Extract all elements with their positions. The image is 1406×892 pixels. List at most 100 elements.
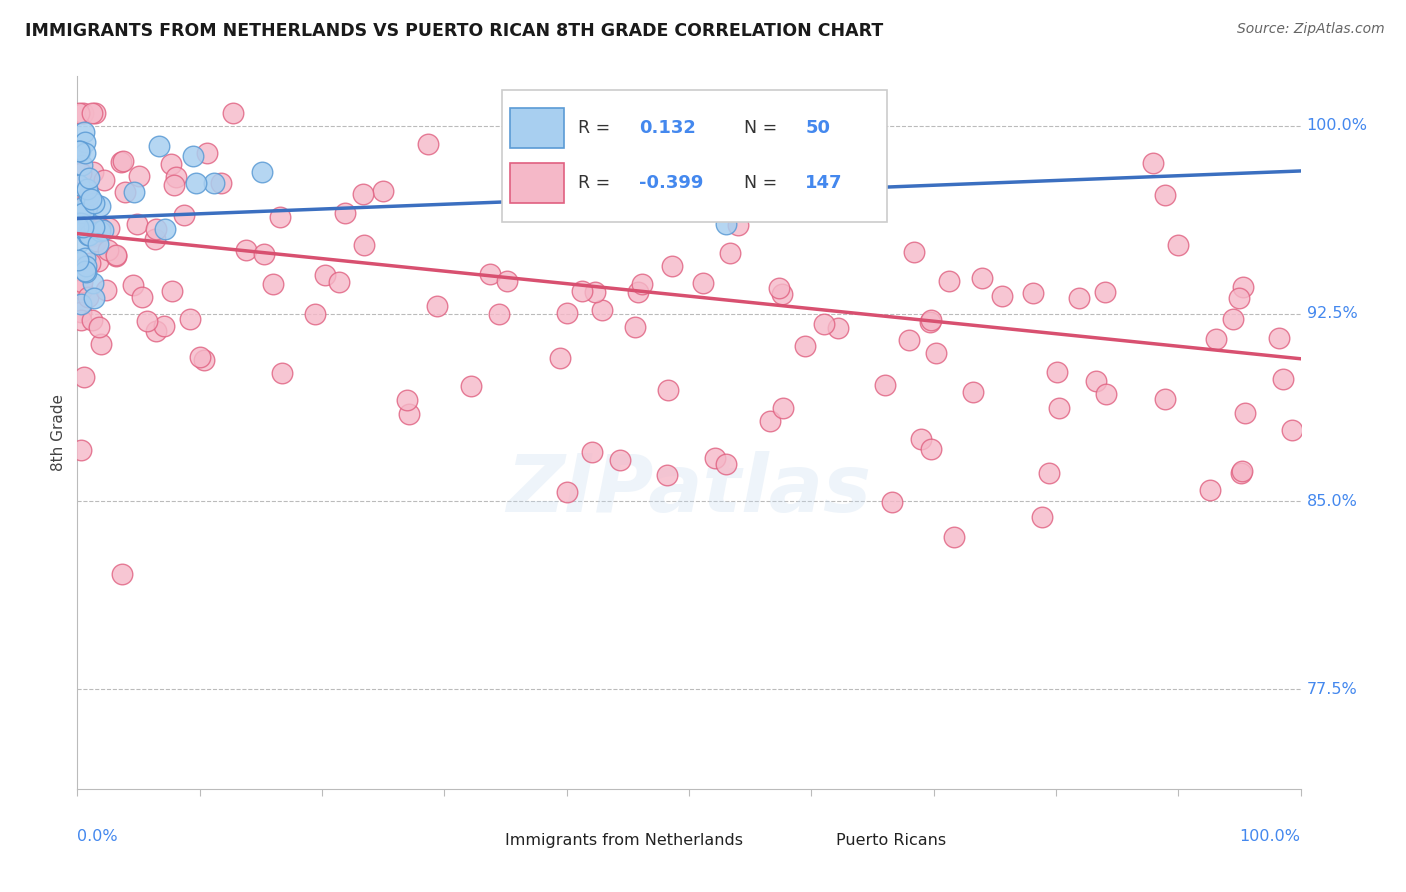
Point — [127, 218, 149, 232]
Point — [581, 445, 603, 459]
Point — [86, 227, 108, 241]
Point — [830, 196, 852, 211]
Point — [793, 339, 815, 353]
Text: 92.5%: 92.5% — [1306, 306, 1357, 321]
Point — [1154, 188, 1177, 202]
Point — [70, 216, 93, 230]
Point — [554, 106, 576, 120]
Point — [97, 243, 120, 257]
Point — [873, 378, 896, 392]
Point — [583, 285, 606, 300]
Point — [352, 187, 374, 202]
Point — [328, 275, 350, 289]
Point — [416, 136, 439, 151]
Point — [73, 369, 96, 384]
Point — [111, 154, 134, 169]
Point — [1031, 510, 1053, 524]
Point — [73, 252, 96, 266]
FancyBboxPatch shape — [502, 90, 887, 222]
Point — [75, 135, 97, 149]
Point — [920, 315, 942, 329]
Point — [235, 243, 257, 257]
Point — [560, 145, 582, 159]
Point — [173, 208, 195, 222]
Point — [73, 264, 96, 278]
Point — [89, 198, 111, 212]
Point — [193, 353, 215, 368]
Point — [555, 306, 578, 320]
Text: IMMIGRANTS FROM NETHERLANDS VS PUERTO RICAN 8TH GRADE CORRELATION CHART: IMMIGRANTS FROM NETHERLANDS VS PUERTO RI… — [25, 22, 883, 40]
Point — [609, 452, 631, 467]
Point — [716, 217, 738, 231]
Point — [591, 302, 613, 317]
Point — [163, 178, 186, 193]
Point — [70, 282, 93, 296]
Point — [87, 319, 110, 334]
Point — [80, 106, 103, 120]
Point — [962, 385, 984, 400]
Point — [1095, 387, 1118, 401]
Point — [67, 220, 90, 235]
Point — [758, 414, 780, 428]
Point — [181, 148, 204, 162]
Point — [70, 312, 93, 326]
Point — [76, 201, 98, 215]
Point — [82, 276, 104, 290]
Point — [770, 287, 793, 301]
Text: 147: 147 — [806, 174, 842, 192]
Point — [83, 291, 105, 305]
Point — [920, 313, 942, 327]
Text: 0.132: 0.132 — [638, 119, 696, 136]
Point — [202, 176, 225, 190]
Point — [165, 169, 187, 184]
Point — [70, 304, 93, 318]
Point — [77, 227, 100, 242]
Text: 0.0%: 0.0% — [77, 829, 118, 844]
Point — [89, 224, 111, 238]
Point — [160, 156, 183, 170]
Point — [69, 144, 91, 158]
Text: 50: 50 — [806, 119, 830, 136]
Point — [80, 313, 103, 327]
Point — [970, 271, 993, 285]
Point — [67, 207, 90, 221]
Point — [179, 312, 201, 326]
Point — [84, 106, 107, 120]
Point — [110, 154, 132, 169]
Point — [560, 193, 582, 207]
Point — [75, 259, 97, 273]
Point — [72, 217, 94, 231]
Point — [82, 165, 104, 179]
Point — [122, 278, 145, 293]
Point — [661, 260, 683, 274]
Point — [89, 221, 111, 235]
Point — [768, 280, 790, 294]
Point — [727, 219, 749, 233]
Point — [195, 146, 218, 161]
Point — [910, 433, 932, 447]
Point — [571, 284, 593, 298]
Point — [104, 249, 127, 263]
Point — [73, 125, 96, 139]
Point — [657, 383, 679, 397]
Point — [627, 285, 650, 299]
Point — [398, 408, 420, 422]
Point — [1281, 423, 1303, 437]
Point — [122, 185, 145, 199]
Point — [1069, 291, 1091, 305]
Point — [714, 457, 737, 471]
Point — [91, 223, 114, 237]
Point — [76, 181, 98, 195]
FancyBboxPatch shape — [779, 824, 823, 857]
FancyBboxPatch shape — [510, 108, 564, 148]
Point — [86, 223, 108, 237]
Text: R =: R = — [578, 174, 616, 192]
Point — [1230, 466, 1253, 480]
Point — [623, 320, 645, 334]
Text: 100.0%: 100.0% — [1240, 829, 1301, 844]
Point — [75, 146, 97, 161]
Point — [1167, 237, 1189, 252]
Point — [270, 366, 292, 380]
Text: -0.399: -0.399 — [638, 174, 703, 192]
Point — [633, 192, 655, 206]
